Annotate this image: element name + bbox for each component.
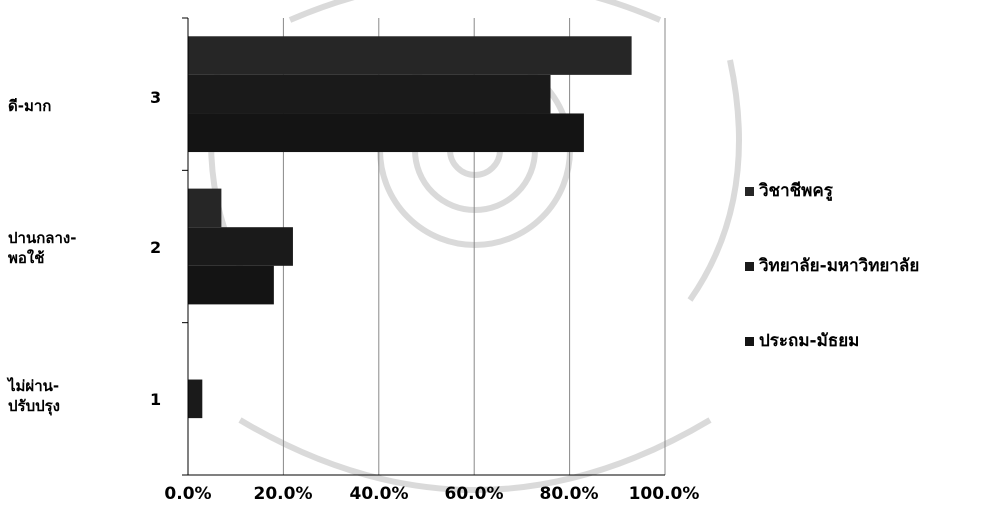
category-number-1: 1 [150, 390, 162, 409]
bar-cat2-series0 [188, 265, 274, 305]
bar-cat3-series1 [188, 74, 551, 114]
bar-cat3-series2 [188, 36, 632, 75]
axes [182, 17, 665, 476]
bar-cat2-series1 [188, 227, 293, 266]
category-label-3: ดี-มาก [8, 97, 52, 115]
category-number-2: 2 [150, 238, 162, 257]
category-label-1: ไม่ผ่าน- ปรับปรุง [8, 377, 61, 415]
bars [188, 36, 632, 419]
x-tick-80: 80.0% [539, 484, 599, 504]
legend-item-vocational: วิชาชีพครู [745, 177, 833, 204]
bar-cat3-series0 [188, 113, 584, 153]
x-tick-60: 60.0% [444, 484, 504, 504]
x-tick-100: 100.0% [628, 484, 700, 504]
category-number-3: 3 [150, 88, 162, 107]
legend-swatch-icon [745, 261, 754, 271]
x-tick-0: 0.0% [164, 484, 212, 504]
legend-swatch-icon [745, 336, 754, 346]
bar-cat1-series1 [188, 379, 203, 419]
category-label-2: ปานกลาง- พอใช้ [8, 229, 77, 267]
legend-swatch-icon [745, 186, 754, 196]
bar-cat2-series2 [188, 188, 222, 228]
x-tick-20: 20.0% [253, 484, 313, 504]
legend-item-primary-secondary: ประถม-มัธยม [745, 327, 859, 354]
x-tick-40: 40.0% [349, 484, 409, 504]
legend-item-college: วิทยาลัย-มหาวิทยาลัย [745, 252, 919, 279]
